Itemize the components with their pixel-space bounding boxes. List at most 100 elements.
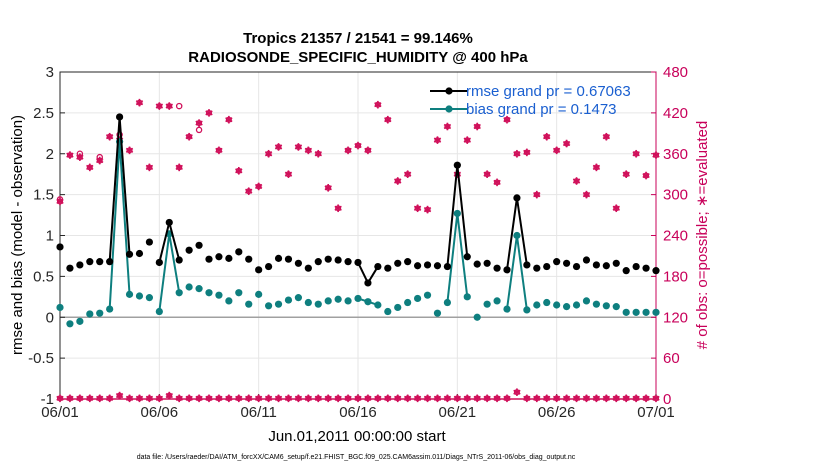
obs-bottom-marker (215, 394, 223, 403)
y-tick-label-left: 3 (46, 64, 54, 81)
obs-circle (335, 395, 342, 402)
rmse-point (294, 259, 302, 267)
obs-circle (215, 147, 222, 154)
bias-point (235, 289, 243, 297)
y-tick-label-left: -1 (41, 391, 54, 408)
rmse-point (334, 256, 342, 264)
rmse-point (56, 243, 64, 251)
obs-circle (275, 143, 282, 150)
obs-marker (632, 149, 640, 158)
obs-marker (642, 171, 650, 180)
obs-bottom-marker (463, 394, 471, 403)
bias-point (493, 297, 501, 305)
rmse-point (195, 241, 203, 249)
obs-circle (176, 395, 183, 402)
obs-marker (245, 187, 253, 196)
obs-bottom-marker (284, 394, 293, 403)
bias-point (106, 305, 114, 313)
obs-circle (156, 395, 163, 402)
bias-point (354, 294, 362, 303)
rmse-point (513, 194, 521, 202)
obs-circle (245, 188, 252, 195)
legend-bias-label: bias grand pr = 0.1473 (466, 101, 617, 118)
rmse-point (543, 262, 551, 271)
obs-marker (195, 119, 203, 127)
obs-marker (493, 178, 501, 187)
obs-marker (413, 204, 422, 213)
rmse-point (553, 258, 561, 266)
obs-marker (175, 163, 183, 172)
obs-circle (553, 147, 560, 154)
obs-bottom-marker (264, 394, 273, 403)
obs-bottom-marker (433, 394, 442, 403)
obs-circle (116, 392, 123, 399)
bias-point (394, 303, 402, 312)
rmse-point (265, 262, 273, 271)
bias-point (215, 291, 223, 299)
obs-bottom-marker (185, 394, 193, 403)
bias-point (344, 297, 352, 305)
obs-circle (384, 116, 391, 123)
rmse-point (404, 258, 412, 266)
legend-bias-marker (445, 105, 453, 113)
obs-bottom-marker (513, 388, 521, 396)
rmse-point (364, 279, 372, 287)
rmse-point (463, 253, 471, 261)
bias-point (612, 303, 620, 311)
bias-point (66, 320, 74, 328)
obs-circle (424, 206, 431, 213)
obs-marker (543, 132, 551, 141)
bias-point (324, 297, 332, 305)
obs-marker (314, 149, 322, 158)
bias-point (503, 305, 511, 313)
obs-bottom-marker (602, 394, 611, 403)
obs-marker (344, 146, 352, 155)
obs-circle (374, 101, 381, 108)
bias-point (602, 302, 610, 310)
y-tick-label-left: 2 (46, 146, 54, 163)
obs-marker (66, 151, 74, 159)
obs-circle (186, 133, 193, 140)
bias-point (76, 317, 84, 325)
rmse-point (86, 258, 94, 266)
bias-point (284, 296, 293, 304)
obs-bottom-marker (642, 394, 650, 403)
obs-circle (96, 395, 103, 402)
bias-point (314, 300, 322, 308)
obs-bottom-marker (354, 394, 362, 403)
obs-circle (364, 395, 371, 402)
obs-marker (334, 204, 342, 213)
y-tick-label-right: 120 (663, 309, 688, 326)
obs-marker (562, 139, 571, 148)
obs-marker (523, 148, 531, 157)
obs-circle (146, 164, 153, 171)
y-tick-label-left: -0.5 (28, 350, 54, 367)
bias-point (433, 309, 442, 317)
obs-circle (454, 395, 461, 402)
obs-circle (424, 395, 431, 402)
obs-possible-marker (56, 196, 64, 203)
x-tick-label: 06/26 (538, 404, 576, 421)
obs-marker (225, 115, 233, 124)
obs-marker (403, 170, 412, 178)
obs-bottom-marker (374, 394, 382, 403)
obs-marker (384, 115, 392, 124)
obs-marker (552, 146, 561, 155)
obs-circle (225, 395, 232, 402)
rmse-point (106, 258, 114, 266)
obs-marker (503, 115, 511, 124)
obs-bottom-marker (294, 394, 303, 403)
obs-circle (633, 395, 640, 402)
y-tick-label-right: 240 (663, 228, 688, 245)
obs-marker (582, 190, 591, 199)
y-tick-label-left: 1.5 (33, 187, 54, 204)
obs-circle (96, 157, 103, 164)
obs-bottom-marker (245, 394, 253, 403)
rmse-point (483, 259, 491, 267)
obs-bottom-marker (523, 394, 531, 403)
chart-title-line-2: RADIOSONDE_SPECIFIC_HUMIDITY @ 400 hPa (188, 49, 528, 66)
rmse-point (76, 261, 84, 269)
obs-circle (444, 395, 451, 402)
obs-circle (215, 395, 222, 402)
chart-title-line-1: Tropics 21357 / 21541 = 99.146% (243, 30, 473, 47)
